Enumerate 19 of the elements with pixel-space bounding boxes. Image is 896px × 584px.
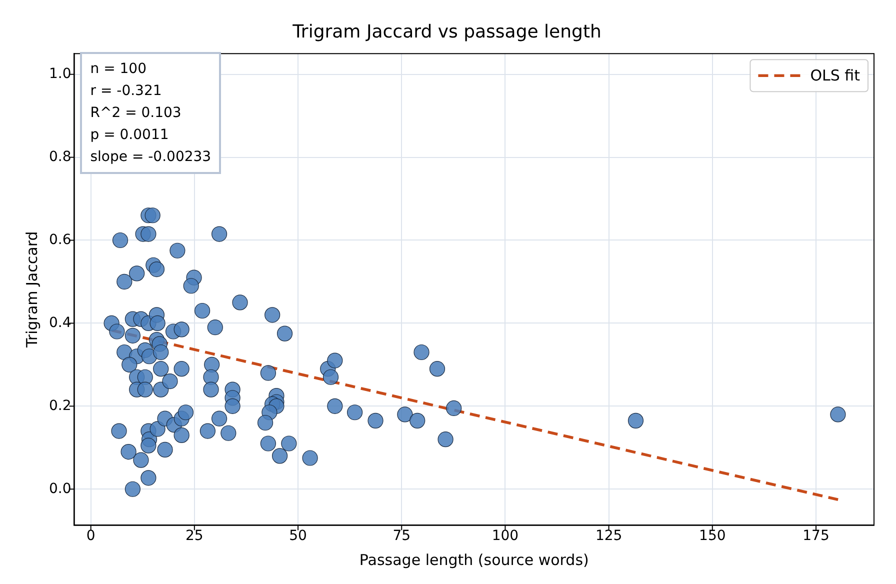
x-axis-title: Passage length (source words) [359,550,589,569]
x-tick-label: 175 [802,528,830,544]
y-tick-label: 0.6 [49,232,72,248]
x-tick-label: 100 [492,528,519,544]
y-tick-label: 0.4 [49,314,72,331]
y-tick-label: 0.8 [49,148,72,165]
y-axis-title: Trigram Jaccard [22,231,41,349]
annotation: n = 100 r = -0.321 R^2 = 0.103 p = 0.0011 slope = -0.00233 [80,52,222,174]
y-tick-label: 0.0 [49,480,72,497]
chart-title: Trigram Jaccard vs passage length [292,21,602,42]
x-tick-label: 25 [186,528,204,544]
x-tick-label: 50 [289,528,307,544]
x-tick-label: 75 [392,528,411,544]
x-tick-label: 0 [86,528,96,544]
y-tick-label: 1.0 [49,66,72,82]
x-tick-label: 150 [699,528,726,544]
legend-label: OLS fit [810,66,860,84]
x-tick-label: 125 [595,528,622,544]
y-tick-label: 0.2 [49,398,72,414]
